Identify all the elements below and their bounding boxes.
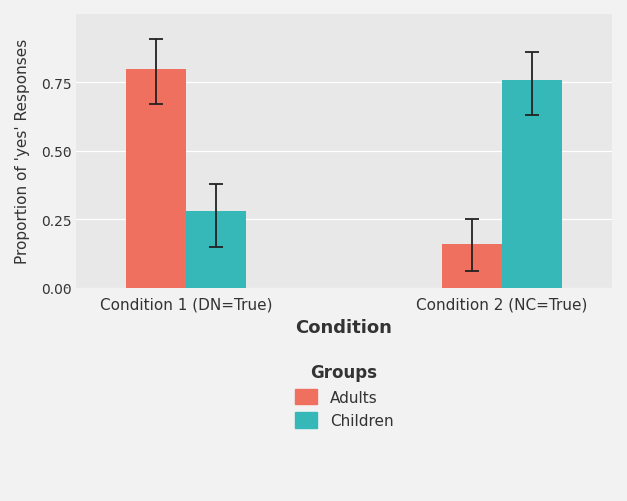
Y-axis label: Proportion of 'yes' Responses: Proportion of 'yes' Responses (15, 39, 30, 264)
Bar (186, 211, 246, 288)
Legend: Adults, Children: Adults, Children (287, 356, 401, 436)
Bar (127, 70, 186, 288)
X-axis label: Condition: Condition (295, 318, 393, 336)
Bar (441, 244, 502, 288)
Bar (502, 81, 562, 288)
